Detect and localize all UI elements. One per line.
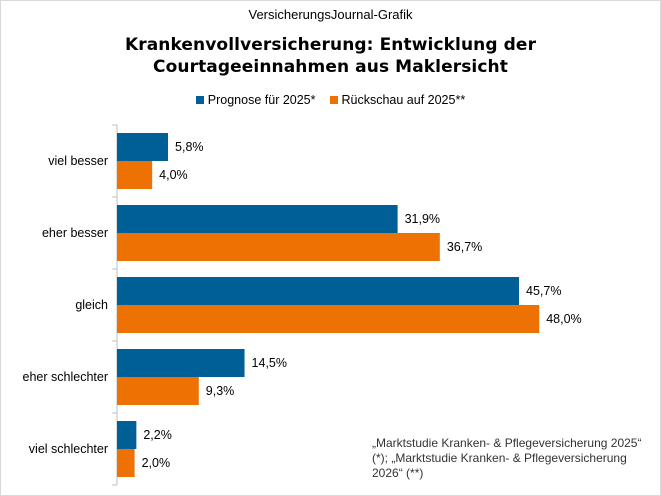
bar-prognose xyxy=(117,205,398,233)
data-label: 48,0% xyxy=(546,312,581,326)
bar-rueckschau xyxy=(117,161,153,189)
bar-rueckschau xyxy=(117,305,540,333)
category-label: viel schlechter xyxy=(29,442,108,456)
category-label: eher schlechter xyxy=(23,370,108,384)
data-label: 36,7% xyxy=(447,240,482,254)
data-label: 9,3% xyxy=(206,384,235,398)
bar-rueckschau xyxy=(117,449,135,477)
data-label: 31,9% xyxy=(405,212,440,226)
legend-label-rueckschau: Rückschau auf 2025** xyxy=(341,93,466,107)
data-label: 2,2% xyxy=(143,428,172,442)
data-label: 14,5% xyxy=(252,356,287,370)
legend-label-prognose: Prognose für 2025* xyxy=(207,93,316,107)
legend-item-prognose: Prognose für 2025* xyxy=(195,93,316,107)
chart-title-line-1: Krankenvollversicherung: Entwicklung der xyxy=(124,35,537,55)
chart-legend: Prognose für 2025* Rückschau auf 2025** xyxy=(1,93,660,107)
chart-title-line-2: Courtageeinnahmen aus Maklersicht xyxy=(153,57,508,77)
legend-swatch-prognose xyxy=(195,96,204,104)
source-note: „Marktstudie Kranken- & Pflegeversicheru… xyxy=(372,436,642,480)
data-label: 2,0% xyxy=(142,456,171,470)
bar-prognose xyxy=(117,349,245,377)
bar-rueckschau xyxy=(117,377,199,405)
chart-supertitle: VersicherungsJournal-Grafik xyxy=(248,7,413,22)
data-label: 5,8% xyxy=(175,140,204,154)
data-label: 45,7% xyxy=(526,284,561,298)
legend-swatch-rueckschau xyxy=(329,96,338,104)
bar-rueckschau xyxy=(117,233,440,261)
category-label: eher besser xyxy=(42,226,108,240)
category-label: gleich xyxy=(75,298,108,312)
bar-prognose xyxy=(117,421,137,449)
bar-prognose xyxy=(117,133,169,161)
data-label: 4,0% xyxy=(159,168,188,182)
bar-prognose xyxy=(117,277,519,305)
category-label: viel besser xyxy=(48,154,108,168)
legend-item-rueckschau: Rückschau auf 2025** xyxy=(329,93,466,107)
